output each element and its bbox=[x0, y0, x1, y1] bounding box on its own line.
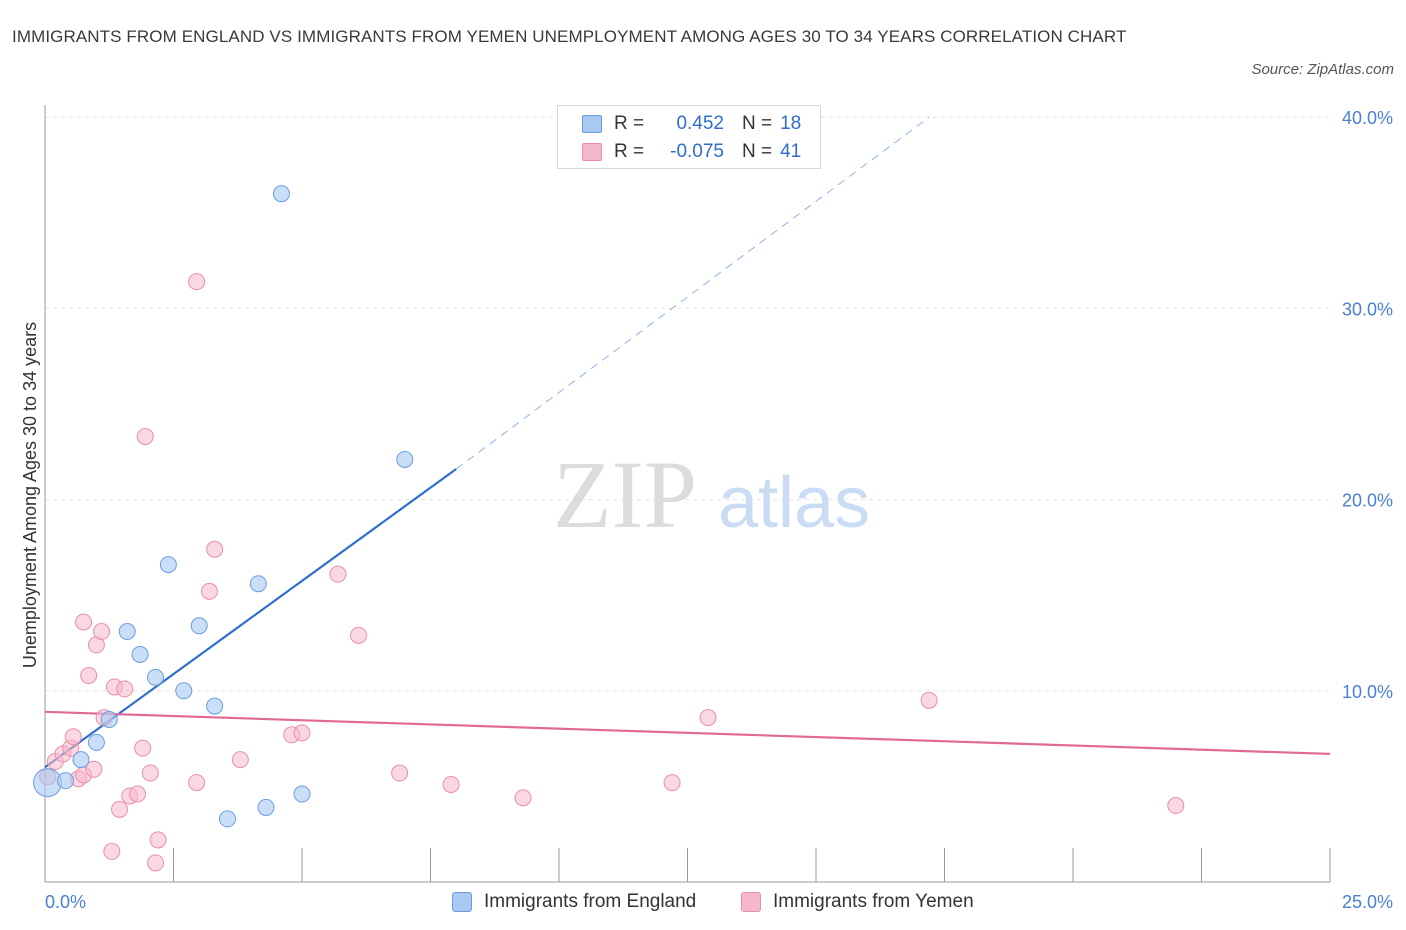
yemen-point bbox=[80, 667, 98, 685]
england-point bbox=[147, 668, 165, 686]
england-point bbox=[100, 710, 118, 728]
yemen-point bbox=[103, 842, 121, 860]
n-label: N = bbox=[742, 141, 773, 162]
yemen-point bbox=[64, 728, 82, 746]
england-point bbox=[206, 697, 224, 715]
yemen-swatch bbox=[582, 143, 602, 161]
legend-row-england: R = 0.452 N = 18 bbox=[582, 111, 801, 137]
yemen-point bbox=[350, 626, 368, 644]
source-label: Source: ZipAtlas.com bbox=[1251, 61, 1394, 78]
england-point bbox=[175, 682, 193, 700]
legend-item-england[interactable]: Immigrants from England bbox=[452, 889, 696, 915]
yemen-point bbox=[136, 428, 154, 446]
yemen-point bbox=[85, 760, 103, 778]
yemen-point bbox=[141, 764, 159, 782]
tick-labels: 10.0% 20.0% 30.0% 40.0% 0.0% 25.0% bbox=[45, 108, 1393, 912]
watermark-atlas: atlas bbox=[718, 463, 870, 543]
yemen-point bbox=[231, 751, 249, 769]
data-points bbox=[33, 185, 1185, 872]
england-point bbox=[249, 575, 267, 593]
england-point bbox=[118, 623, 136, 641]
england-point bbox=[159, 556, 177, 574]
n-value: 18 bbox=[780, 113, 802, 134]
yemen-point bbox=[75, 613, 93, 631]
y-axis-label: Unemployment Among Ages 30 to 34 years bbox=[20, 322, 40, 668]
yemen-point bbox=[134, 739, 152, 757]
yemen-point bbox=[293, 724, 311, 742]
yemen-point bbox=[1167, 797, 1185, 815]
yemen-point bbox=[699, 709, 717, 727]
england-trend-extension bbox=[455, 116, 930, 470]
axes bbox=[44, 105, 1331, 883]
england-point bbox=[257, 798, 275, 816]
england-point bbox=[131, 645, 149, 663]
n-label: N = bbox=[742, 113, 773, 134]
yemen-point bbox=[663, 774, 681, 792]
watermark-zip: ZIP bbox=[553, 441, 697, 548]
chart-title: IMMIGRANTS FROM ENGLAND VS IMMIGRANTS FR… bbox=[12, 27, 1127, 46]
england-point bbox=[190, 617, 208, 635]
x-tick-label: 25.0% bbox=[1342, 892, 1393, 912]
y-tick-label: 10.0% bbox=[1342, 682, 1393, 702]
y-tick-label: 20.0% bbox=[1342, 491, 1393, 511]
yemen-point bbox=[188, 273, 206, 291]
yemen-point bbox=[149, 831, 167, 849]
yemen-point bbox=[129, 785, 147, 803]
england-point bbox=[57, 772, 75, 790]
grid bbox=[45, 116, 1330, 692]
r-value: -0.075 bbox=[670, 141, 724, 162]
y-tick-label: 30.0% bbox=[1342, 299, 1393, 319]
england-point bbox=[272, 185, 290, 203]
yemen-point bbox=[391, 764, 409, 782]
yemen-swatch bbox=[741, 892, 761, 912]
y-tick-label: 40.0% bbox=[1342, 108, 1393, 128]
yemen-point bbox=[111, 800, 129, 818]
correlation-legend: R = 0.452 N = 18 R = -0.075 N = 41 bbox=[557, 105, 821, 169]
england-legend-label: Immigrants from England bbox=[484, 891, 697, 912]
england-point bbox=[72, 751, 90, 769]
r-label: R = bbox=[614, 113, 645, 134]
england-point bbox=[218, 810, 236, 828]
england-point bbox=[396, 450, 414, 468]
x-tick-label: 0.0% bbox=[45, 892, 86, 912]
yemen-point bbox=[93, 623, 111, 641]
legend-item-yemen[interactable]: Immigrants from Yemen bbox=[741, 889, 974, 915]
yemen-point bbox=[200, 582, 218, 600]
yemen-point bbox=[116, 680, 134, 698]
yemen-legend-label: Immigrants from Yemen bbox=[773, 891, 974, 912]
yemen-trend-line bbox=[44, 710, 1331, 755]
england-point bbox=[293, 785, 311, 803]
england-swatch bbox=[582, 115, 602, 133]
legend-row-yemen: R = -0.075 N = 41 bbox=[582, 139, 801, 165]
r-label: R = bbox=[614, 141, 645, 162]
n-value: 41 bbox=[780, 141, 802, 162]
yemen-point bbox=[442, 775, 460, 793]
yemen-point bbox=[188, 774, 206, 792]
yemen-point bbox=[206, 540, 224, 558]
yemen-point bbox=[147, 854, 165, 872]
yemen-point bbox=[329, 565, 347, 583]
england-swatch bbox=[452, 892, 472, 912]
r-value: 0.452 bbox=[676, 113, 724, 134]
yemen-point bbox=[920, 691, 938, 709]
england-point bbox=[87, 733, 105, 751]
yemen-point bbox=[514, 789, 532, 807]
